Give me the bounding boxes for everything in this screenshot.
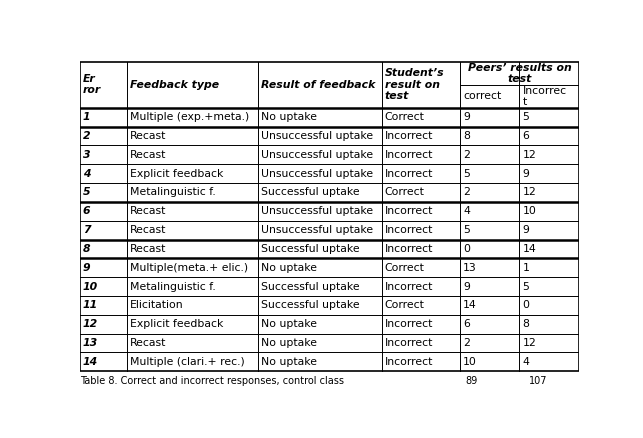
Text: Unsuccessful uptake: Unsuccessful uptake — [261, 225, 374, 235]
Text: Recast: Recast — [130, 206, 167, 216]
Text: Incorrect: Incorrect — [385, 169, 433, 179]
Text: 5: 5 — [463, 225, 470, 235]
Text: 4: 4 — [522, 357, 529, 367]
Text: 8: 8 — [522, 319, 529, 329]
Text: 11: 11 — [83, 300, 98, 311]
Text: 5: 5 — [463, 169, 470, 179]
Text: Unsuccessful uptake: Unsuccessful uptake — [261, 206, 374, 216]
Text: Incorrect: Incorrect — [385, 338, 433, 348]
Text: Feedback type: Feedback type — [130, 80, 219, 90]
Text: 12: 12 — [83, 319, 98, 329]
Text: No uptake: No uptake — [261, 319, 317, 329]
Text: 4: 4 — [463, 206, 470, 216]
Text: 4: 4 — [83, 169, 91, 179]
Text: Explicit feedback: Explicit feedback — [130, 169, 224, 179]
Text: Correct: Correct — [385, 263, 425, 273]
Text: 9: 9 — [83, 263, 91, 273]
Text: 14: 14 — [463, 300, 477, 311]
Text: Elicitation: Elicitation — [130, 300, 184, 311]
Text: Correct: Correct — [385, 187, 425, 198]
Text: Recast: Recast — [130, 150, 167, 160]
Text: 14: 14 — [83, 357, 98, 367]
Text: Recast: Recast — [130, 338, 167, 348]
Text: Unsuccessful uptake: Unsuccessful uptake — [261, 169, 374, 179]
Text: 1: 1 — [522, 263, 529, 273]
Text: 12: 12 — [522, 338, 536, 348]
Text: 6: 6 — [522, 131, 529, 141]
Text: Incorrect: Incorrect — [385, 319, 433, 329]
Text: 0: 0 — [522, 300, 529, 311]
Text: Metalinguistic f.: Metalinguistic f. — [130, 187, 216, 198]
Text: Incorrect: Incorrect — [385, 131, 433, 141]
Text: Successful uptake: Successful uptake — [261, 300, 360, 311]
Text: 10: 10 — [522, 206, 536, 216]
Text: No uptake: No uptake — [261, 112, 317, 122]
Text: 9: 9 — [522, 225, 529, 235]
Text: 0: 0 — [463, 244, 470, 254]
Text: 2: 2 — [463, 150, 470, 160]
Text: 13: 13 — [463, 263, 477, 273]
Text: 2: 2 — [83, 131, 91, 141]
Text: Recast: Recast — [130, 131, 167, 141]
Text: 3: 3 — [83, 150, 91, 160]
Text: No uptake: No uptake — [261, 263, 317, 273]
Text: 9: 9 — [463, 282, 470, 292]
Text: Successful uptake: Successful uptake — [261, 187, 360, 198]
Text: Result of feedback: Result of feedback — [261, 80, 376, 90]
Text: 7: 7 — [83, 225, 91, 235]
Text: Successful uptake: Successful uptake — [261, 282, 360, 292]
Text: 10: 10 — [83, 282, 98, 292]
Text: 13: 13 — [83, 338, 98, 348]
Text: Student’s
result on
test: Student’s result on test — [385, 68, 444, 102]
Text: 1: 1 — [83, 112, 91, 122]
Text: Incorrect: Incorrect — [385, 225, 433, 235]
Text: 2: 2 — [463, 187, 470, 198]
Text: 9: 9 — [463, 112, 470, 122]
Text: Unsuccessful uptake: Unsuccessful uptake — [261, 150, 374, 160]
Text: Er
ror: Er ror — [82, 74, 100, 95]
Text: correct: correct — [463, 92, 502, 101]
Text: 14: 14 — [522, 244, 536, 254]
Text: Incorrect: Incorrect — [385, 357, 433, 367]
Text: 5: 5 — [522, 112, 529, 122]
Text: Incorrect: Incorrect — [385, 150, 433, 160]
Text: Recast: Recast — [130, 225, 167, 235]
Text: Successful uptake: Successful uptake — [261, 244, 360, 254]
Text: Table 8. Correct and incorrect responses, control class: Table 8. Correct and incorrect responses… — [80, 376, 345, 386]
Text: 107: 107 — [529, 376, 548, 386]
Text: 5: 5 — [522, 282, 529, 292]
Text: 9: 9 — [522, 169, 529, 179]
Text: 12: 12 — [522, 150, 536, 160]
Text: Peers’ results on
test: Peers’ results on test — [467, 63, 571, 84]
Text: 10: 10 — [463, 357, 477, 367]
Text: 6: 6 — [463, 319, 470, 329]
Text: 8: 8 — [463, 131, 470, 141]
Text: Recast: Recast — [130, 244, 167, 254]
Text: 89: 89 — [465, 376, 477, 386]
Text: 5: 5 — [83, 187, 91, 198]
Text: Incorrect: Incorrect — [385, 206, 433, 216]
Text: Metalinguistic f.: Metalinguistic f. — [130, 282, 216, 292]
Text: No uptake: No uptake — [261, 357, 317, 367]
Text: Explicit feedback: Explicit feedback — [130, 319, 224, 329]
Text: Correct: Correct — [385, 300, 425, 311]
Text: 8: 8 — [83, 244, 91, 254]
Text: Incorrect: Incorrect — [385, 244, 433, 254]
Text: Multiple(meta.+ elic.): Multiple(meta.+ elic.) — [130, 263, 248, 273]
Text: Incorrect: Incorrect — [385, 282, 433, 292]
Text: Incorrec
t: Incorrec t — [522, 86, 566, 107]
Text: Correct: Correct — [385, 112, 425, 122]
Text: 6: 6 — [83, 206, 91, 216]
Text: 12: 12 — [522, 187, 536, 198]
Text: Unsuccessful uptake: Unsuccessful uptake — [261, 131, 374, 141]
Text: No uptake: No uptake — [261, 338, 317, 348]
Text: Multiple (exp.+meta.): Multiple (exp.+meta.) — [130, 112, 249, 122]
Text: Multiple (clari.+ rec.): Multiple (clari.+ rec.) — [130, 357, 245, 367]
Text: 2: 2 — [463, 338, 470, 348]
